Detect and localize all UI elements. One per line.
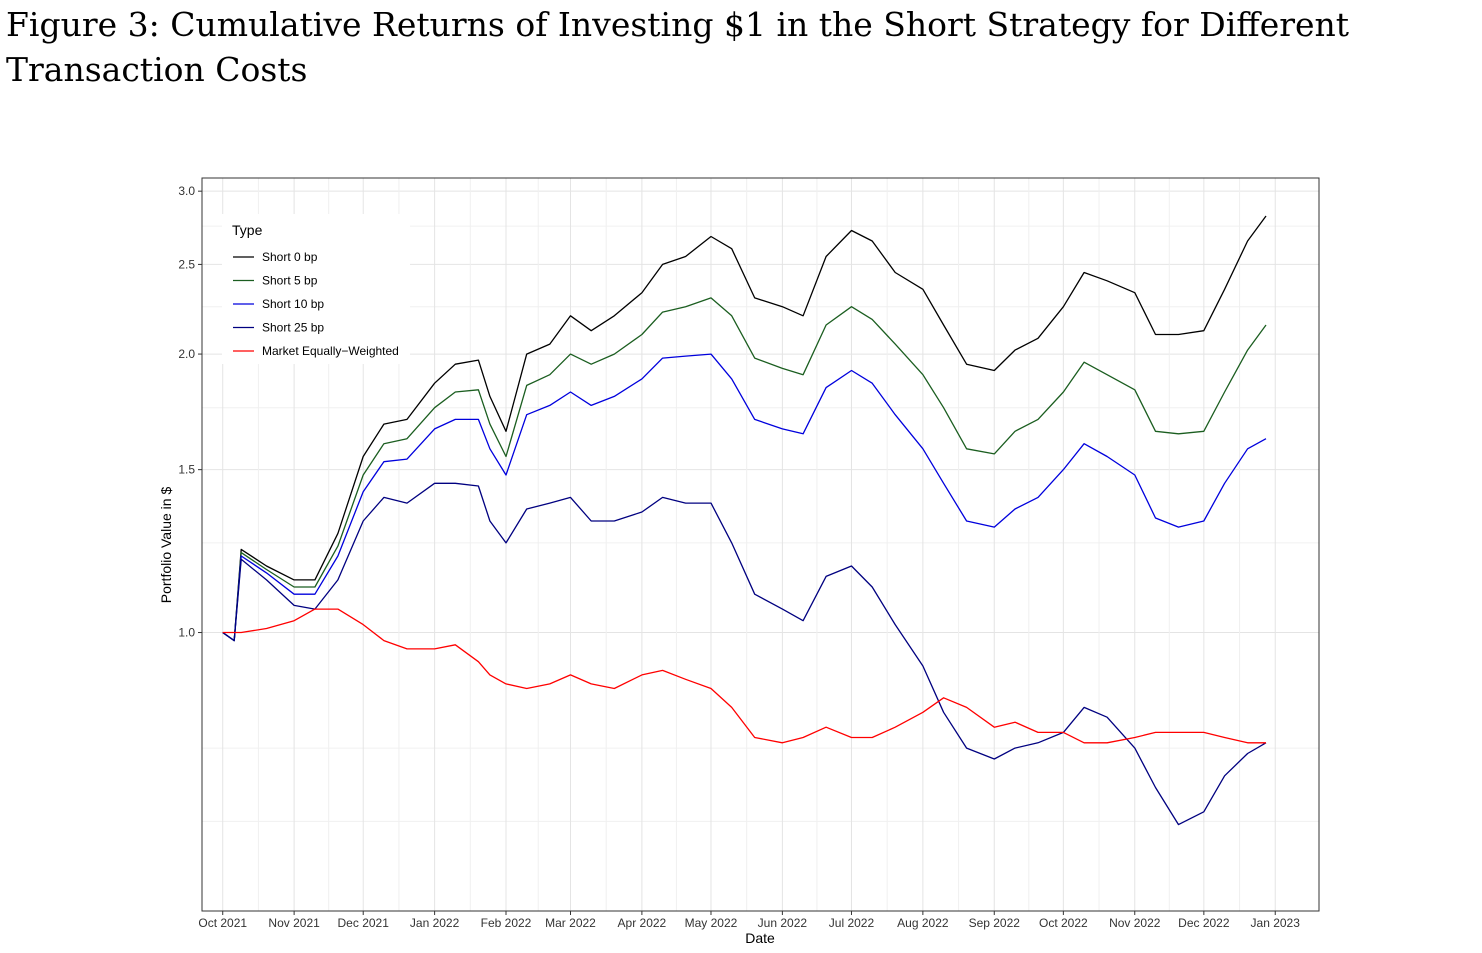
x-axis-title: Date [745, 930, 775, 946]
series-lines [222, 215, 1267, 826]
series-line-4 [222, 608, 1266, 744]
x-tick-label: Oct 2022 [1039, 916, 1088, 930]
figure-title: Figure 3: Cumulative Returns of Investin… [6, 5, 1350, 89]
legend-label-2: Short 10 bp [262, 297, 324, 311]
x-tick-label: Jul 2022 [829, 916, 875, 930]
x-tick-label: May 2022 [685, 916, 738, 930]
series-line-3 [222, 482, 1267, 826]
x-tick-label: Mar 2022 [545, 916, 596, 930]
y-tick-label: 3.0 [178, 184, 195, 198]
series-line-1 [222, 297, 1267, 642]
legend-label-3: Short 25 bp [262, 321, 324, 335]
x-tick-label: Feb 2022 [481, 916, 532, 930]
series-line-2 [222, 353, 1267, 642]
x-tick-label: Dec 2021 [338, 916, 390, 930]
grid-lines [202, 178, 1319, 911]
x-tick-label: Jan 2022 [410, 916, 460, 930]
y-tick-label: 1.5 [178, 463, 195, 477]
x-tick-label: Jan 2023 [1251, 916, 1301, 930]
y-tick-label: 1.0 [178, 626, 195, 640]
plot-panel [201, 177, 1320, 912]
y-tick-label: 2.5 [178, 257, 195, 271]
legend-items: Short 0 bp Short 5 bp Short 10 bp Short 25 … [233, 250, 399, 358]
x-tick-label: Jun 2022 [758, 916, 808, 930]
legend-title: Type [232, 222, 263, 238]
legend-background [222, 214, 410, 364]
x-tick-label: Nov 2021 [268, 916, 320, 930]
x-tick-label: Aug 2022 [897, 916, 949, 930]
legend-label-4: Market Equally−Weighted [262, 344, 399, 358]
axes: 1.0 1.5 2.0 2.5 3.0 Oct 2021 Nov 2021 Dec 2021 J… [178, 184, 1300, 930]
y-axis-title: Portfolio Value in $ [158, 487, 174, 604]
series-line-0 [222, 215, 1267, 642]
legend-label-0: Short 0 bp [262, 250, 318, 264]
x-tick-label: Apr 2022 [618, 916, 667, 930]
x-tick-label: Oct 2021 [198, 916, 247, 930]
x-tick-label: Dec 2022 [1178, 916, 1230, 930]
x-tick-label: Sep 2022 [969, 916, 1021, 930]
x-tick-label: Nov 2022 [1109, 916, 1161, 930]
y-tick-label: 2.0 [178, 347, 195, 361]
legend-label-1: Short 5 bp [262, 274, 318, 288]
